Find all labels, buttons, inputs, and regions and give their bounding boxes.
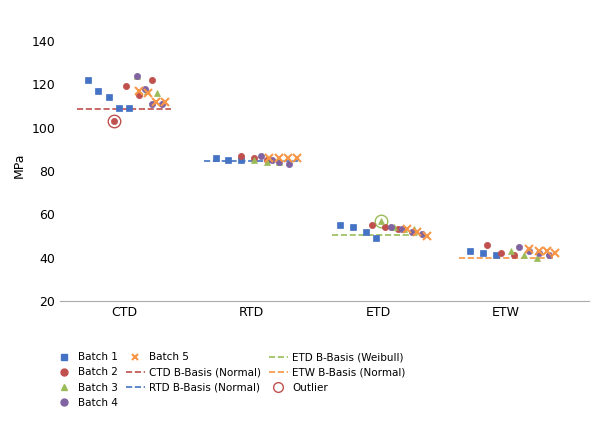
Y-axis label: MPa: MPa <box>13 153 26 178</box>
Legend: Batch 1, Batch 2, Batch 3, Batch 4, Batch 5, CTD B-Basis (Normal), RTD B-Basis (: Batch 1, Batch 2, Batch 3, Batch 4, Batc… <box>55 352 406 408</box>
